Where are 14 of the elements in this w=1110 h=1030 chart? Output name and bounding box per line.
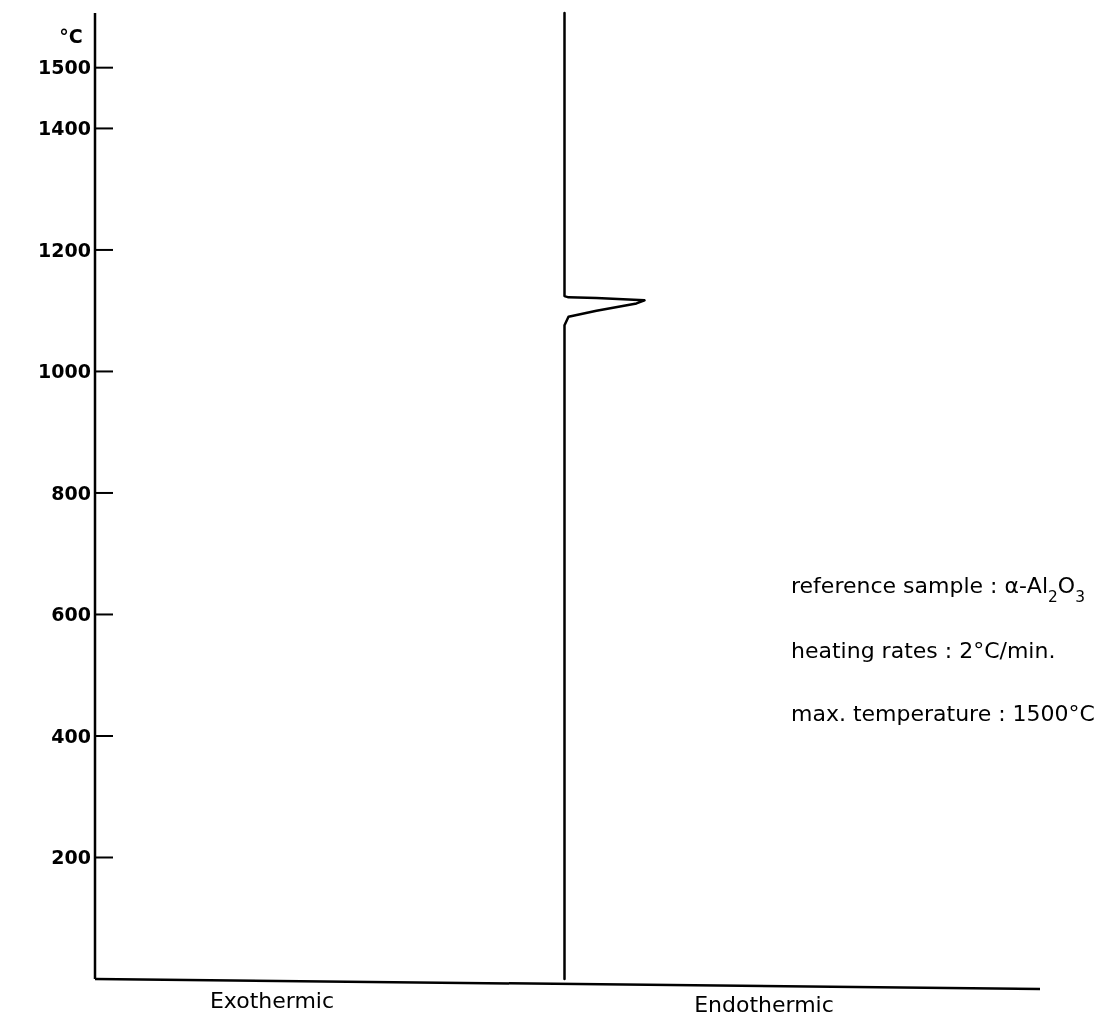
y-tick-label: 1400 (38, 117, 91, 140)
y-axis-title: °C (59, 25, 83, 47)
text: Endothermic (694, 992, 834, 1017)
y-tick-label: 200 (51, 846, 91, 869)
y-tick-label: 1200 (38, 238, 91, 261)
text: heating rates : 2°C/min. (791, 638, 1056, 663)
y-tick-label: 1500 (38, 56, 91, 79)
y-tick-label: 1000 (38, 360, 91, 383)
text: Exothermic (209, 988, 335, 1013)
text: reference sample : α-Al$_{2}$O$_{3}$ (791, 573, 1085, 606)
y-tick-label: 800 (51, 481, 91, 504)
y-tick-label: 600 (51, 603, 91, 626)
text: max. temperature : 1500°C (791, 701, 1095, 726)
y-tick-label: 400 (51, 724, 91, 747)
